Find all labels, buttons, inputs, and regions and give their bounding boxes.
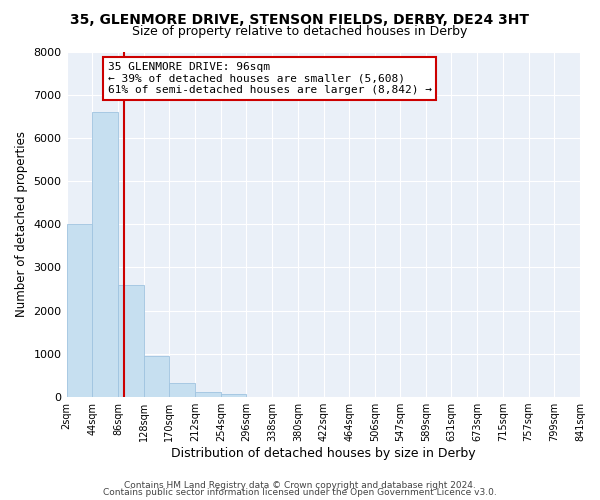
Text: 35, GLENMORE DRIVE, STENSON FIELDS, DERBY, DE24 3HT: 35, GLENMORE DRIVE, STENSON FIELDS, DERB… xyxy=(71,12,530,26)
Bar xyxy=(118,285,143,397)
Y-axis label: Number of detached properties: Number of detached properties xyxy=(15,132,28,318)
Bar xyxy=(92,112,118,397)
X-axis label: Distribution of detached houses by size in Derby: Distribution of detached houses by size … xyxy=(171,447,476,460)
Bar xyxy=(169,383,195,397)
Text: 35 GLENMORE DRIVE: 96sqm
← 39% of detached houses are smaller (5,608)
61% of sem: 35 GLENMORE DRIVE: 96sqm ← 39% of detach… xyxy=(107,62,431,95)
Text: Contains public sector information licensed under the Open Government Licence v3: Contains public sector information licen… xyxy=(103,488,497,497)
Text: Contains HM Land Registry data © Crown copyright and database right 2024.: Contains HM Land Registry data © Crown c… xyxy=(124,480,476,490)
Text: Size of property relative to detached houses in Derby: Size of property relative to detached ho… xyxy=(133,25,467,38)
Bar xyxy=(195,392,221,397)
Bar xyxy=(143,356,169,397)
Bar xyxy=(221,394,247,397)
Bar xyxy=(67,224,92,397)
